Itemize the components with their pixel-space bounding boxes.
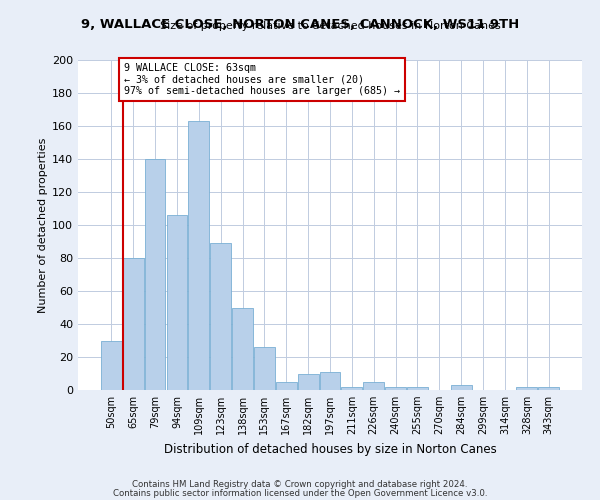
Bar [364,382,384,390]
Bar [451,385,472,390]
Bar [101,340,122,390]
Title: Size of property relative to detached houses in Norton Canes: Size of property relative to detached ho… [160,22,500,32]
Bar [210,243,231,390]
Bar [232,308,253,390]
Y-axis label: Number of detached properties: Number of detached properties [38,138,48,312]
Bar [517,386,537,390]
Bar [320,372,340,390]
Text: 9, WALLACE CLOSE, NORTON CANES, CANNOCK, WS11 9TH: 9, WALLACE CLOSE, NORTON CANES, CANNOCK,… [81,18,519,30]
Bar [385,386,406,390]
Bar [341,386,362,390]
Text: 9 WALLACE CLOSE: 63sqm
← 3% of detached houses are smaller (20)
97% of semi-deta: 9 WALLACE CLOSE: 63sqm ← 3% of detached … [124,64,400,96]
X-axis label: Distribution of detached houses by size in Norton Canes: Distribution of detached houses by size … [164,442,496,456]
Bar [145,159,166,390]
Bar [298,374,319,390]
Bar [407,386,428,390]
Bar [538,386,559,390]
Bar [167,215,187,390]
Bar [188,121,209,390]
Bar [123,258,143,390]
Bar [276,382,296,390]
Bar [254,347,275,390]
Text: Contains public sector information licensed under the Open Government Licence v3: Contains public sector information licen… [113,489,487,498]
Text: Contains HM Land Registry data © Crown copyright and database right 2024.: Contains HM Land Registry data © Crown c… [132,480,468,489]
